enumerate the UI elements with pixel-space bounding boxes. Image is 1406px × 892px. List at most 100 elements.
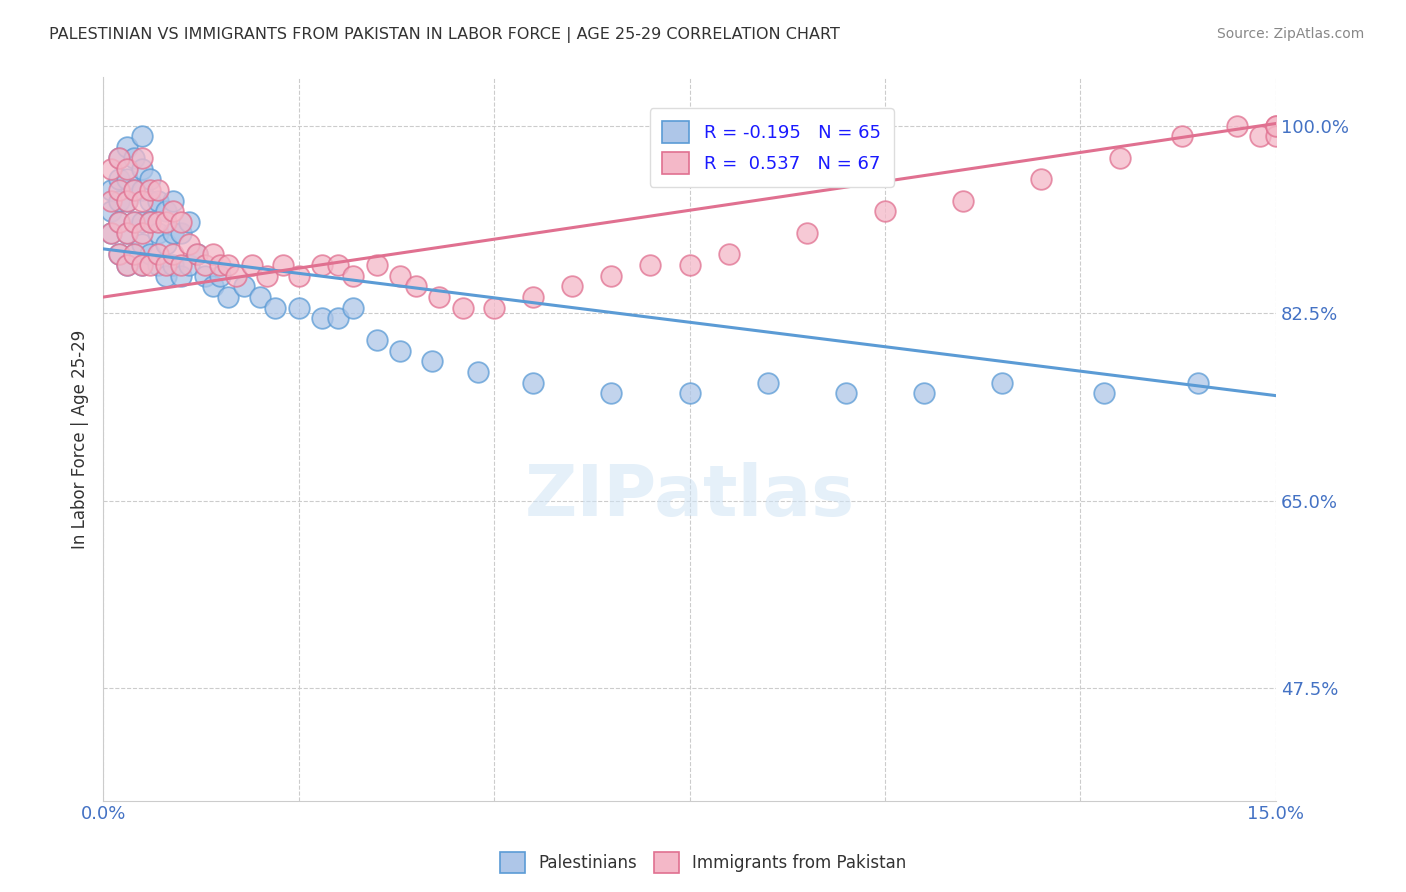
Point [131,236,153,251]
Point [131,183,153,197]
Point [186,247,208,261]
Point [179,258,201,272]
Point [162,258,184,272]
Point [796,226,818,240]
Point [249,290,271,304]
Point [139,183,162,197]
Point [1265,119,1288,133]
Point [522,290,544,304]
Point [115,194,138,208]
Point [115,258,138,272]
Point [427,290,450,304]
Point [1171,129,1194,144]
Point [522,376,544,390]
Point [678,258,700,272]
Point [225,268,247,283]
Text: Source: ZipAtlas.com: Source: ZipAtlas.com [1216,27,1364,41]
Point [131,215,153,229]
Point [342,268,364,283]
Point [115,172,138,186]
Point [124,183,146,197]
Point [131,151,153,165]
Point [124,151,146,165]
Point [201,279,224,293]
Point [170,215,193,229]
Point [100,194,122,208]
Point [155,258,177,272]
Point [115,140,138,154]
Point [1265,129,1288,144]
Point [100,226,122,240]
Point [115,226,138,240]
Point [139,215,162,229]
Y-axis label: In Labor Force | Age 25-29: In Labor Force | Age 25-29 [72,329,89,549]
Point [405,279,427,293]
Point [115,161,138,176]
Point [600,386,623,401]
Point [366,333,388,347]
Point [389,343,412,358]
Point [678,386,700,401]
Point [240,258,263,272]
Point [139,215,162,229]
Point [107,215,129,229]
Point [100,226,122,240]
Point [179,236,201,251]
Point [209,268,232,283]
Point [131,258,153,272]
Point [146,258,169,272]
Point [209,258,232,272]
Point [100,183,122,197]
Point [1092,386,1115,401]
Point [186,247,208,261]
Point [389,268,412,283]
Point [366,258,388,272]
Point [115,194,138,208]
Point [451,301,474,315]
Point [155,236,177,251]
Point [342,301,364,315]
Point [561,279,583,293]
Point [155,268,177,283]
Point [107,194,129,208]
Point [835,386,858,401]
Point [1265,119,1288,133]
Point [952,194,974,208]
Text: ZIPatlas: ZIPatlas [524,462,855,532]
Point [1031,172,1053,186]
Point [146,183,169,197]
Point [100,161,122,176]
Point [107,151,129,165]
Point [467,365,489,379]
Point [756,376,779,390]
Point [162,226,184,240]
Point [124,247,146,261]
Point [179,215,201,229]
Legend: Palestinians, Immigrants from Pakistan: Palestinians, Immigrants from Pakistan [494,846,912,880]
Point [194,258,217,272]
Point [912,386,935,401]
Point [146,226,169,240]
Point [326,258,349,272]
Point [107,247,129,261]
Point [600,268,623,283]
Point [482,301,505,315]
Point [256,268,278,283]
Point [170,268,193,283]
Point [717,247,740,261]
Point [131,161,153,176]
Point [107,172,129,186]
Point [124,215,146,229]
Point [1226,119,1249,133]
Point [139,172,162,186]
Legend: R = -0.195   N = 65, R =  0.537   N = 67: R = -0.195 N = 65, R = 0.537 N = 67 [650,108,894,186]
Point [139,258,162,272]
Point [131,258,153,272]
Point [311,258,333,272]
Point [146,194,169,208]
Point [155,215,177,229]
Point [107,183,129,197]
Point [1108,151,1130,165]
Point [640,258,662,272]
Point [311,311,333,326]
